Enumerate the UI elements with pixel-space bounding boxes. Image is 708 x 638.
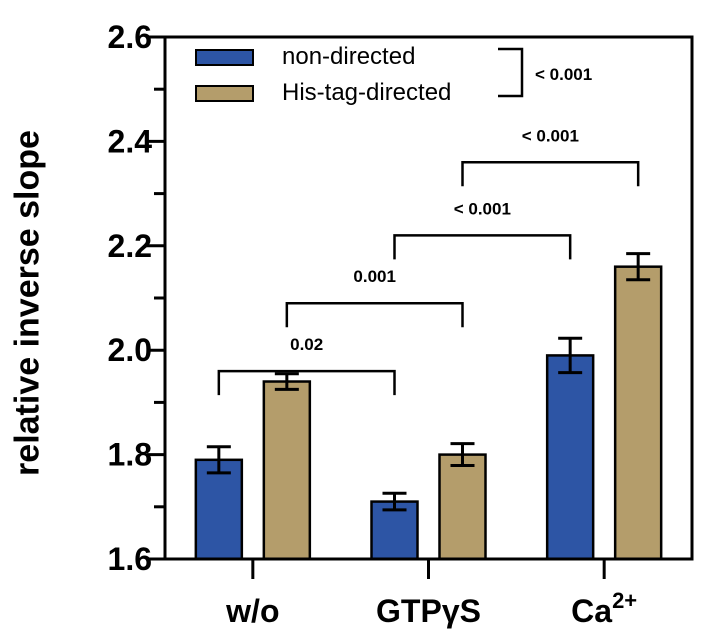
y-tick-label: 2.0	[108, 332, 152, 368]
significance-bracket	[461, 161, 640, 187]
x-category-label: GTPγS	[376, 593, 481, 629]
legend-item-his-tag-directed: His-tag-directed	[195, 75, 451, 111]
bar-His-tag-directed-w/o	[262, 380, 312, 561]
legend-label-non-directed: non-directed	[282, 43, 416, 70]
legend-significance-label: < 0.001	[535, 65, 592, 84]
x-category-label: Ca2+	[571, 588, 637, 629]
y-tick-label: 2.6	[108, 19, 152, 55]
bar-His-tag-directed-GTPγS	[438, 453, 487, 561]
legend-swatch-non-directed	[195, 48, 254, 66]
y-tick-label: 2.2	[108, 228, 152, 264]
legend-swatch-his-tag-directed	[195, 84, 254, 102]
y-axis-title: relative inverse slope	[8, 130, 47, 476]
bar-non-directed-Ca	[545, 354, 595, 561]
bar-His-tag-directed-Ca	[613, 265, 663, 561]
significance-label: 0.02	[290, 335, 323, 354]
legend-item-non-directed: non-directed	[195, 39, 451, 75]
significance-bracket	[285, 301, 464, 328]
y-tick-label: 2.4	[108, 123, 153, 159]
x-category-label: w/o	[225, 593, 279, 629]
legend-label-his-tag-directed: His-tag-directed	[282, 79, 452, 106]
legend-significance-bracket	[498, 47, 524, 98]
significance-label: < 0.001	[522, 126, 579, 145]
y-tick-label: 1.8	[108, 437, 152, 473]
significance-label: 0.001	[353, 267, 396, 286]
legend: non-directed His-tag-directed	[195, 39, 451, 111]
significance-bracket	[393, 234, 572, 260]
bar-non-directed-w/o	[194, 458, 244, 561]
significance-bracket	[217, 369, 396, 396]
significance-label: < 0.001	[454, 199, 511, 218]
plot-frame	[163, 35, 694, 561]
y-tick-label: 1.6	[108, 541, 152, 577]
